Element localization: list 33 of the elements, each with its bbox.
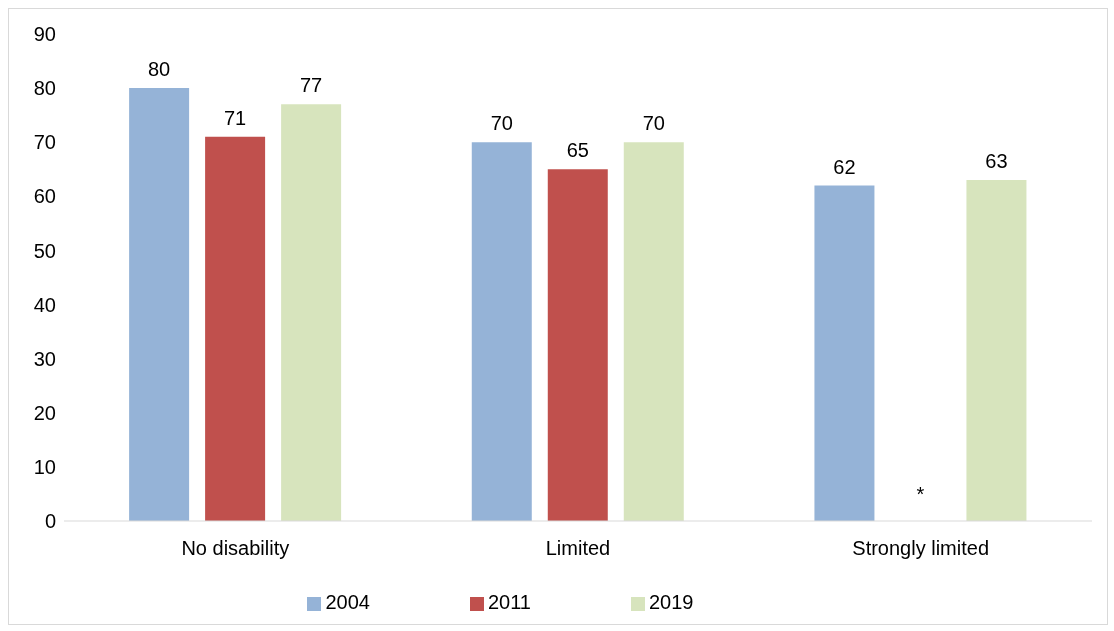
y-tick-label: 80 (33, 77, 56, 100)
y-tick-label: 90 (33, 23, 56, 46)
data-label: 80 (147, 58, 171, 81)
y-tick-label: 40 (33, 293, 56, 316)
bar (814, 185, 875, 521)
x-tick-label: Strongly limited (852, 537, 990, 560)
y-tick-label: 0 (44, 510, 56, 533)
data-label: 70 (642, 112, 665, 135)
data-label: 70 (490, 112, 513, 135)
data-label: 71 (223, 106, 247, 129)
y-tick-label: 20 (33, 401, 56, 424)
y-tick-label: 50 (33, 239, 56, 262)
legend-label: 2011 (487, 591, 531, 613)
y-tick-label: 30 (33, 347, 56, 370)
y-tick-label: 10 (33, 455, 56, 478)
y-tick-label: 70 (33, 131, 56, 154)
bar (281, 104, 342, 521)
bar (471, 142, 532, 521)
bar (623, 142, 684, 521)
bar (547, 169, 608, 521)
data-label: 62 (833, 155, 856, 178)
x-tick-label: No disability (181, 537, 290, 560)
legend-label: 2019 (649, 591, 694, 613)
bar (205, 136, 266, 521)
bar (129, 88, 190, 521)
data-label: 63 (985, 150, 1008, 173)
bar (966, 180, 1027, 521)
legend-label: 2004 (325, 591, 370, 613)
x-tick-label: Limited (545, 537, 611, 560)
text: * (916, 483, 925, 505)
data-label: 65 (566, 139, 589, 162)
y-tick-label: 60 (33, 185, 56, 208)
data-label: 77 (299, 74, 323, 97)
